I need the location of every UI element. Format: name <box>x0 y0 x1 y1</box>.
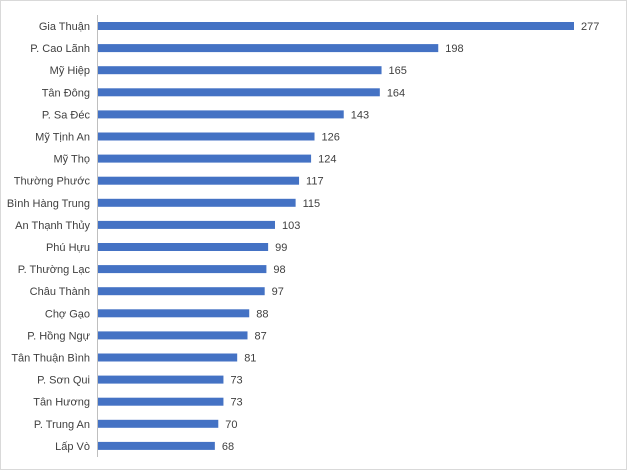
bar-value-label: 99 <box>275 242 287 254</box>
bar <box>98 220 275 229</box>
category-label: P. Sa Đéc <box>42 109 91 121</box>
category-label: Chợ Gạo <box>45 308 90 320</box>
category-label: P. Sơn Qui <box>37 375 90 387</box>
bar-value-label: 73 <box>230 375 242 387</box>
bar-value-label: 126 <box>322 132 340 144</box>
bar-value-label: 277 <box>581 21 599 33</box>
category-label: Gia Thuận <box>39 21 90 33</box>
bar <box>98 375 224 384</box>
bar <box>98 287 265 296</box>
bar <box>98 397 224 406</box>
bar-value-label: 97 <box>272 286 284 298</box>
category-label: Lấp Vò <box>55 441 90 453</box>
bar <box>98 22 574 30</box>
bar-value-label: 68 <box>222 441 234 453</box>
bar-value-label: 124 <box>318 154 336 166</box>
category-label: Phú Hựu <box>46 242 90 254</box>
bar-value-label: 88 <box>256 308 268 320</box>
bar <box>98 176 300 185</box>
category-label: P. Hồng Ngự <box>27 330 90 342</box>
bar-value-label: 117 <box>306 176 324 188</box>
bar-value-label: 70 <box>225 419 237 431</box>
bar <box>98 265 267 274</box>
bar-value-label: 164 <box>387 87 405 99</box>
category-label: An Thạnh Thủy <box>15 220 90 232</box>
bar <box>98 154 312 163</box>
bar <box>98 419 219 428</box>
bar-value-label: 143 <box>351 109 369 121</box>
bar <box>98 198 296 207</box>
category-label: Mỹ Tịnh An <box>35 132 90 144</box>
bar-value-label: 198 <box>445 43 463 55</box>
bar <box>98 132 315 141</box>
category-label: Thường Phước <box>14 176 91 188</box>
category-labels: Gia Thuận P. Cao Lãnh Mỹ Hiệp Tân Đông P. Sa… <box>7 21 91 453</box>
category-label: Mỹ Hiệp <box>50 65 90 77</box>
bars <box>98 22 574 450</box>
bar-value-label: 73 <box>230 397 242 409</box>
bar-value-label: 103 <box>282 220 300 232</box>
bar-value-label: 98 <box>273 264 285 276</box>
bar <box>98 44 439 53</box>
category-label: P. Cao Lãnh <box>30 43 90 55</box>
bar <box>98 353 238 362</box>
category-label: P. Thường Lạc <box>18 264 91 276</box>
bar <box>98 66 382 75</box>
category-label: Mỹ Thọ <box>54 154 90 166</box>
bar-value-label: 115 <box>303 198 321 210</box>
category-label: Bình Hàng Trung <box>7 198 90 210</box>
bar <box>98 441 215 450</box>
bar <box>98 309 250 318</box>
category-label: Tân Thuận Bình <box>11 353 90 365</box>
bar-value-label: 165 <box>389 65 407 77</box>
category-label: Châu Thành <box>30 286 90 298</box>
category-label: Tân Hương <box>33 397 90 409</box>
bar <box>98 88 380 97</box>
bar <box>98 331 248 340</box>
bar-value-label: 87 <box>255 330 267 342</box>
bar <box>98 110 344 119</box>
bar-value-label: 81 <box>244 353 256 365</box>
category-label: P. Trung An <box>34 419 90 431</box>
bar <box>98 243 269 251</box>
category-label: Tân Đông <box>42 87 90 99</box>
